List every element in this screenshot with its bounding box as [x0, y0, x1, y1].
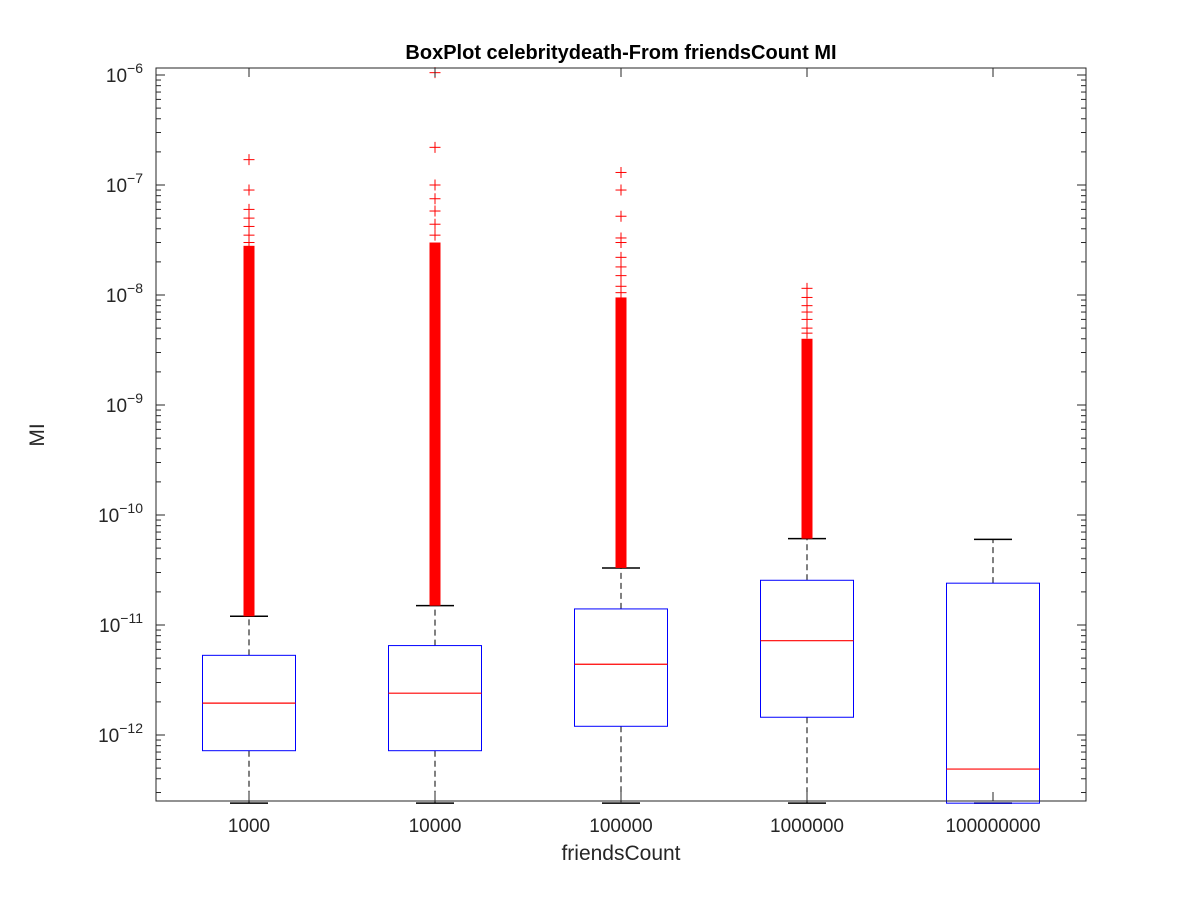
outliers-1000 [243, 154, 255, 617]
x-tick-label: 100000 [589, 816, 652, 837]
outliers-10000 [429, 67, 441, 606]
y-tick-label-exponent: −7 [127, 170, 143, 186]
x-tick-label: 1000000 [770, 816, 844, 837]
y-tick-label: 10−6 [106, 60, 143, 87]
y-tick-label: 10−7 [106, 170, 143, 197]
y-tick-label-base: 10 [98, 506, 119, 527]
y-tick-label: 10−8 [106, 280, 143, 307]
y-tick-label-exponent: −10 [119, 500, 143, 516]
y-tick-label: 10−10 [98, 500, 143, 527]
y-tick-label-base: 10 [99, 616, 120, 637]
chart-title: BoxPlot celebritydeath-From friendsCount… [405, 42, 836, 64]
boxes-layer [202, 537, 1040, 804]
box-iqr [760, 579, 854, 718]
y-tick-label-base: 10 [106, 286, 127, 307]
y-tick-label-base: 10 [106, 66, 127, 87]
outliers-1000000 [801, 282, 813, 539]
y-tick-label-exponent: −6 [127, 60, 143, 76]
y-tick-label: 10−11 [99, 610, 143, 637]
outliers-100000 [615, 166, 627, 568]
y-tick-label-exponent: −11 [120, 610, 143, 626]
y-tick-label-exponent: −12 [119, 720, 143, 736]
x-tick-label: 100000000 [945, 816, 1040, 837]
outlier-cluster [429, 242, 441, 606]
y-tick-label-base: 10 [106, 176, 127, 197]
y-tick-label-exponent: −8 [127, 280, 143, 296]
box-iqr [388, 645, 482, 752]
box-group-1000000 [760, 537, 854, 804]
x-tick-label: 1000 [228, 816, 270, 837]
box-iqr [946, 582, 1040, 804]
y-axis-label: MI [26, 423, 49, 446]
y-tick-label-base: 10 [106, 396, 127, 417]
x-axis-label: friendsCount [561, 842, 680, 865]
y-tick-label: 10−12 [98, 720, 143, 747]
outliers-layer [243, 67, 813, 617]
y-tick-label-base: 10 [98, 726, 119, 747]
box-group-100000000 [946, 538, 1040, 804]
box-iqr [574, 608, 668, 727]
x-tick-label: 10000 [409, 816, 462, 837]
y-tick-label-exponent: −9 [127, 390, 143, 406]
y-tick-label: 10−9 [106, 390, 143, 417]
